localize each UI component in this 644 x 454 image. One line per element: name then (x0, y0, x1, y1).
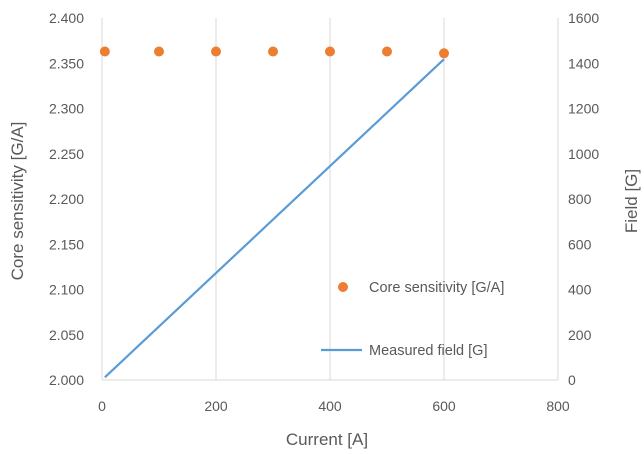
y-left-tick-label: 2.150 (49, 236, 84, 252)
y-right-tick-label: 400 (568, 282, 592, 298)
y-axis-left-title: Core sensitivity [G/A] (8, 122, 27, 281)
axes (101, 18, 558, 381)
core-sensitivity-point (382, 46, 392, 57)
x-axis-title: Current [A] (286, 430, 368, 449)
series (99, 46, 449, 379)
x-tick-label: 800 (546, 398, 570, 414)
y-axis-right-title: Field [G] (622, 169, 641, 233)
legend-core-sensitivity-label: Core sensitivity [G/A] (369, 280, 504, 296)
core-sensitivity-point (325, 46, 335, 57)
y-right-tick-label: 200 (568, 327, 592, 343)
y-right-tick-label: 600 (568, 236, 592, 252)
y-left-tick-label: 2.050 (49, 327, 84, 343)
y-right-tick-label: 1600 (568, 10, 599, 26)
y-left-tick-label: 2.100 (49, 282, 84, 298)
measured-field-line (104, 58, 445, 379)
y-right-tick-label: 0 (568, 372, 576, 388)
legend: Core sensitivity [G/A] Measured field [G] (321, 280, 504, 359)
core-sensitivity-point (99, 46, 110, 57)
legend-measured-field-label: Measured field [G] (369, 343, 487, 359)
x-tick-label: 200 (204, 398, 228, 414)
y-right-tick-label: 800 (568, 191, 592, 207)
tick-labels: 0 200 400 600 800 2.000 2.050 2.100 2.150 2.200 2.… (49, 10, 599, 414)
core-sensitivity-point (211, 46, 221, 57)
legend-core-sensitivity-marker (338, 282, 348, 292)
y-left-tick-label: 2.300 (49, 101, 84, 117)
x-tick-label: 600 (432, 398, 456, 414)
x-tick-label: 400 (318, 398, 342, 414)
gridlines (215, 18, 559, 380)
y-left-tick-label: 2.400 (49, 10, 84, 26)
core-sensitivity-point (268, 46, 278, 57)
core-sensitivity-point (154, 46, 164, 57)
y-right-tick-label: 1200 (568, 101, 599, 117)
y-right-tick-label: 1000 (568, 146, 599, 162)
y-right-tick-label: 1400 (568, 55, 599, 71)
core-sensitivity-point (439, 48, 449, 59)
y-left-tick-label: 2.200 (49, 191, 84, 207)
x-tick-label: 0 (98, 398, 106, 414)
y-left-tick-label: 2.250 (49, 146, 84, 162)
y-left-tick-label: 2.000 (49, 372, 84, 388)
y-left-tick-label: 2.350 (49, 55, 84, 71)
